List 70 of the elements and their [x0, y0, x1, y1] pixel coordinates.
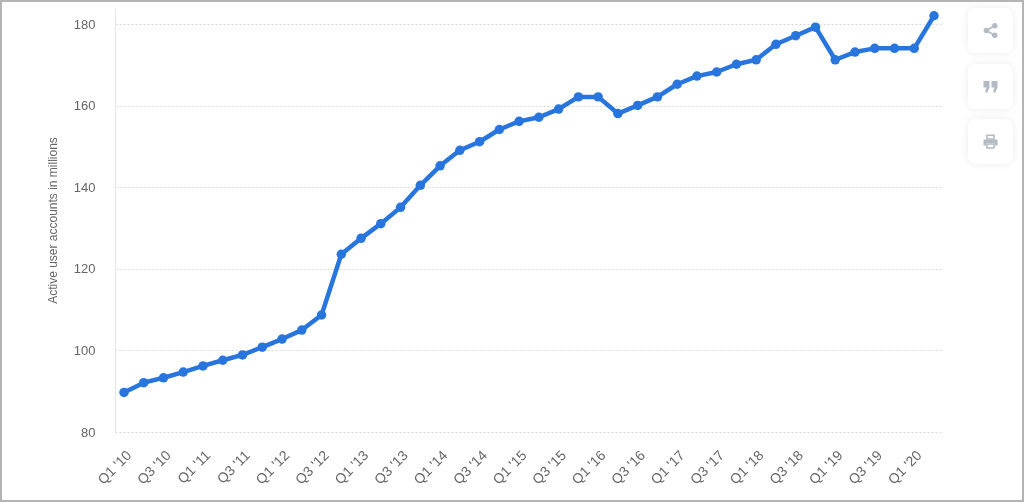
x-tick-label: Q1 '14 — [410, 446, 451, 488]
point — [613, 108, 623, 119]
x-tick-label: Q1 '13 — [331, 446, 372, 488]
point — [790, 30, 801, 41]
point — [158, 373, 169, 383]
point — [830, 55, 840, 65]
point — [198, 361, 208, 371]
point — [652, 92, 663, 102]
x-tick-label: Q1 '18 — [726, 446, 767, 488]
point — [139, 377, 149, 388]
x-tick-label: Q3 '17 — [686, 446, 728, 488]
y-tick-label: 140 — [73, 179, 96, 195]
point — [257, 342, 268, 352]
point — [672, 79, 682, 89]
x-tick-label: Q3 '14 — [449, 446, 491, 488]
point — [336, 249, 347, 259]
x-tick-label: Q1 '19 — [805, 446, 846, 488]
point — [573, 92, 584, 102]
point — [534, 112, 544, 122]
x-tick-label: Q3 '12 — [291, 446, 333, 488]
point — [514, 116, 524, 127]
x-tick-label: Q1 '15 — [489, 446, 530, 488]
x-tick-label: Q3 '10 — [133, 446, 175, 488]
x-tick-label: Q1 '10 — [94, 446, 135, 488]
x-tick-label: Q3 '13 — [370, 446, 412, 488]
x-tick-label: Q3 '16 — [607, 446, 649, 488]
y-tick-label: 80 — [81, 424, 96, 440]
x-tick-label: Q1 '20 — [884, 446, 925, 488]
point — [731, 59, 742, 69]
point — [316, 310, 327, 320]
y-tick-label: 100 — [73, 342, 96, 358]
point — [494, 124, 505, 135]
x-tick-label: Q3 '18 — [765, 446, 807, 488]
x-tick-label: Q3 '11 — [213, 446, 254, 487]
point — [771, 39, 781, 50]
point — [711, 67, 722, 77]
point — [119, 387, 129, 398]
point — [297, 325, 307, 335]
point — [277, 334, 287, 344]
point — [455, 145, 465, 156]
point — [810, 22, 821, 32]
point — [751, 55, 761, 65]
point — [870, 43, 880, 54]
x-tick-label: Q3 '19 — [844, 446, 886, 488]
point — [237, 350, 248, 360]
x-tick-label: Q1 '11 — [173, 446, 214, 487]
point — [356, 233, 366, 244]
x-tick-label: Q1 '12 — [252, 446, 293, 488]
y-tick-label: 120 — [73, 261, 96, 277]
point — [415, 180, 426, 191]
x-tick-label: Q1 '17 — [647, 446, 688, 488]
point — [593, 92, 603, 102]
point — [376, 218, 386, 229]
y-tick-label: 160 — [73, 98, 96, 114]
point — [929, 11, 939, 21]
x-tick-label: Q3 '15 — [528, 446, 570, 488]
point — [553, 104, 564, 114]
point — [218, 355, 228, 365]
point — [692, 71, 702, 81]
point — [889, 43, 900, 54]
point — [395, 202, 406, 213]
point — [435, 161, 445, 171]
point — [909, 43, 919, 54]
x-tick-label: Q1 '16 — [568, 446, 609, 488]
point — [632, 100, 643, 111]
point — [178, 367, 188, 377]
point — [474, 136, 485, 147]
y-tick-label: 180 — [73, 16, 96, 32]
y-axis-title: Active user accounts in millions — [45, 137, 60, 304]
point — [850, 47, 860, 57]
